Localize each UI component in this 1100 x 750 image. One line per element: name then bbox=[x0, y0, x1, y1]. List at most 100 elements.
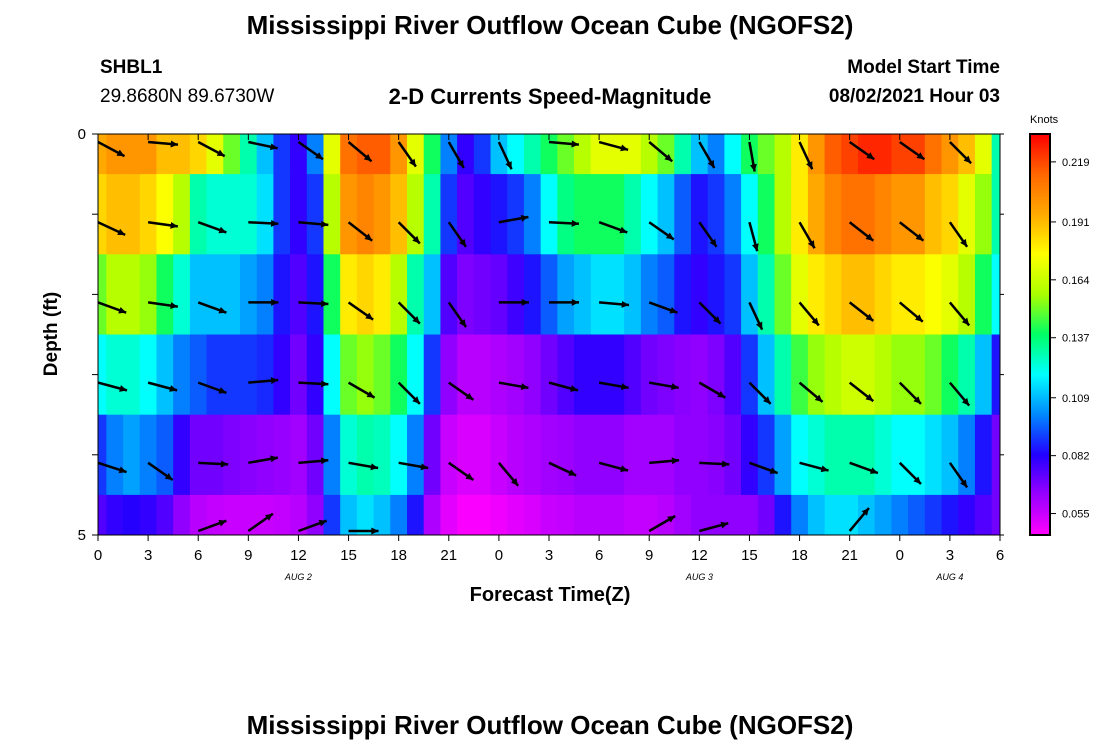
heatmap-cell bbox=[356, 414, 375, 496]
x-tick-label: 12 bbox=[691, 547, 708, 564]
heatmap-cell bbox=[290, 174, 308, 255]
current-vector-arrow bbox=[798, 381, 824, 403]
heatmap-cell bbox=[924, 414, 943, 496]
heatmap-cell bbox=[256, 134, 274, 175]
current-vector-arrow bbox=[347, 141, 373, 163]
heatmap-cell bbox=[958, 174, 976, 255]
heatmap-cell bbox=[774, 334, 792, 416]
heatmap-cell bbox=[674, 134, 692, 175]
heatmap-cell bbox=[173, 494, 191, 535]
heatmap-cell bbox=[507, 414, 525, 496]
heatmap-cell bbox=[858, 254, 876, 336]
current-vector-arrow bbox=[598, 461, 629, 473]
heatmap-cell bbox=[98, 134, 107, 175]
colorbar-tick-label: 0.191 bbox=[1062, 217, 1090, 229]
current-vector-arrow bbox=[798, 141, 814, 170]
current-vector-arrow bbox=[98, 140, 126, 158]
current-vector-arrow bbox=[448, 381, 475, 401]
current-vector-arrow bbox=[898, 301, 924, 323]
date-label: AUG 2 bbox=[284, 572, 312, 582]
heatmap-cell bbox=[407, 414, 425, 496]
heatmap-cell bbox=[891, 334, 909, 416]
current-vector-arrow bbox=[347, 381, 376, 399]
heatmap-cell bbox=[423, 134, 442, 175]
heatmap-cell bbox=[807, 414, 826, 496]
x-tick-label: 21 bbox=[841, 547, 858, 564]
heatmap-cell bbox=[139, 334, 158, 416]
heatmap-cell bbox=[824, 334, 842, 416]
heatmap-cell bbox=[707, 414, 725, 496]
heatmap-cell bbox=[874, 134, 893, 175]
heatmap-cell bbox=[189, 414, 208, 496]
heatmap-cell bbox=[440, 174, 458, 255]
heatmap-cell bbox=[941, 254, 959, 336]
heatmap-cell bbox=[690, 494, 709, 535]
heatmap-cell bbox=[106, 414, 124, 496]
heatmap-cell bbox=[590, 134, 609, 175]
heatmap-cell bbox=[874, 334, 893, 416]
heatmap-cell bbox=[924, 494, 943, 535]
heatmap-cell bbox=[791, 134, 809, 175]
heatmap-cell bbox=[223, 414, 241, 496]
date-label: AUG 4 bbox=[935, 572, 963, 582]
heatmap-cell bbox=[123, 134, 141, 175]
heatmap-cell bbox=[791, 414, 809, 496]
heatmap-cell bbox=[941, 134, 959, 175]
current-vector-arrow bbox=[298, 300, 329, 308]
heatmap-cell bbox=[590, 414, 609, 496]
heatmap-cell bbox=[523, 414, 542, 496]
heatmap-cell bbox=[473, 134, 492, 175]
current-vector-arrow bbox=[899, 221, 925, 242]
heatmap-cell bbox=[757, 134, 776, 175]
heatmap-cell bbox=[724, 134, 742, 175]
current-vector-arrow bbox=[447, 221, 468, 248]
heatmap-cell bbox=[574, 134, 592, 175]
current-vector-arrow bbox=[147, 461, 174, 482]
heatmap-cell bbox=[206, 414, 224, 496]
heatmap-cell bbox=[908, 254, 926, 336]
heatmap-cell bbox=[774, 174, 792, 255]
heatmap-cell bbox=[607, 134, 625, 175]
heatmap-cell bbox=[991, 174, 1000, 255]
heatmap-cell bbox=[958, 494, 976, 535]
current-vector-arrow bbox=[397, 381, 421, 405]
heatmap-cell bbox=[690, 414, 709, 496]
current-vector-arrow bbox=[949, 141, 972, 165]
heatmap-cell bbox=[941, 174, 959, 255]
heatmap-cell bbox=[123, 494, 141, 535]
current-vector-arrow bbox=[298, 519, 328, 533]
current-vector-arrow bbox=[598, 221, 628, 234]
heatmap-cell bbox=[724, 494, 742, 535]
heatmap-cell bbox=[440, 254, 458, 336]
current-vector-arrow bbox=[648, 514, 676, 533]
current-vector-arrow bbox=[798, 221, 816, 249]
current-vector-arrow bbox=[598, 140, 629, 152]
heatmap-cell bbox=[273, 334, 291, 416]
heatmap-cell bbox=[173, 134, 191, 175]
heatmap-cell bbox=[290, 334, 308, 416]
current-vector-arrow bbox=[898, 381, 922, 405]
heatmap-cell bbox=[323, 414, 341, 496]
heatmap-cell bbox=[98, 334, 107, 416]
heatmap-cell bbox=[624, 174, 642, 255]
heatmap-cell bbox=[841, 414, 859, 496]
current-vector-arrow bbox=[248, 455, 279, 465]
heatmap-cell bbox=[139, 174, 158, 255]
heatmap-cell bbox=[373, 414, 391, 496]
colorbar-ticks: 0.219 0.191 0.164 0.137 0.109 0.082 0.055 bbox=[1050, 157, 1090, 521]
heatmap-cell bbox=[173, 414, 191, 496]
heatmap-cell bbox=[757, 334, 776, 416]
heatmap-cell bbox=[908, 174, 926, 255]
heatmap-cell bbox=[624, 254, 642, 336]
model-start-label: Model Start Time bbox=[847, 57, 1000, 78]
heatmap-cell bbox=[273, 174, 291, 255]
heatmap-cell bbox=[858, 414, 876, 496]
current-vector-arrow bbox=[248, 377, 279, 385]
heatmap-cell bbox=[824, 134, 842, 175]
current-vector-arrow bbox=[148, 140, 179, 148]
heatmap-cell bbox=[741, 334, 759, 416]
heatmap-cell bbox=[490, 254, 508, 336]
y-tick-label: 0 bbox=[78, 126, 86, 143]
heatmap-cell bbox=[390, 134, 408, 175]
